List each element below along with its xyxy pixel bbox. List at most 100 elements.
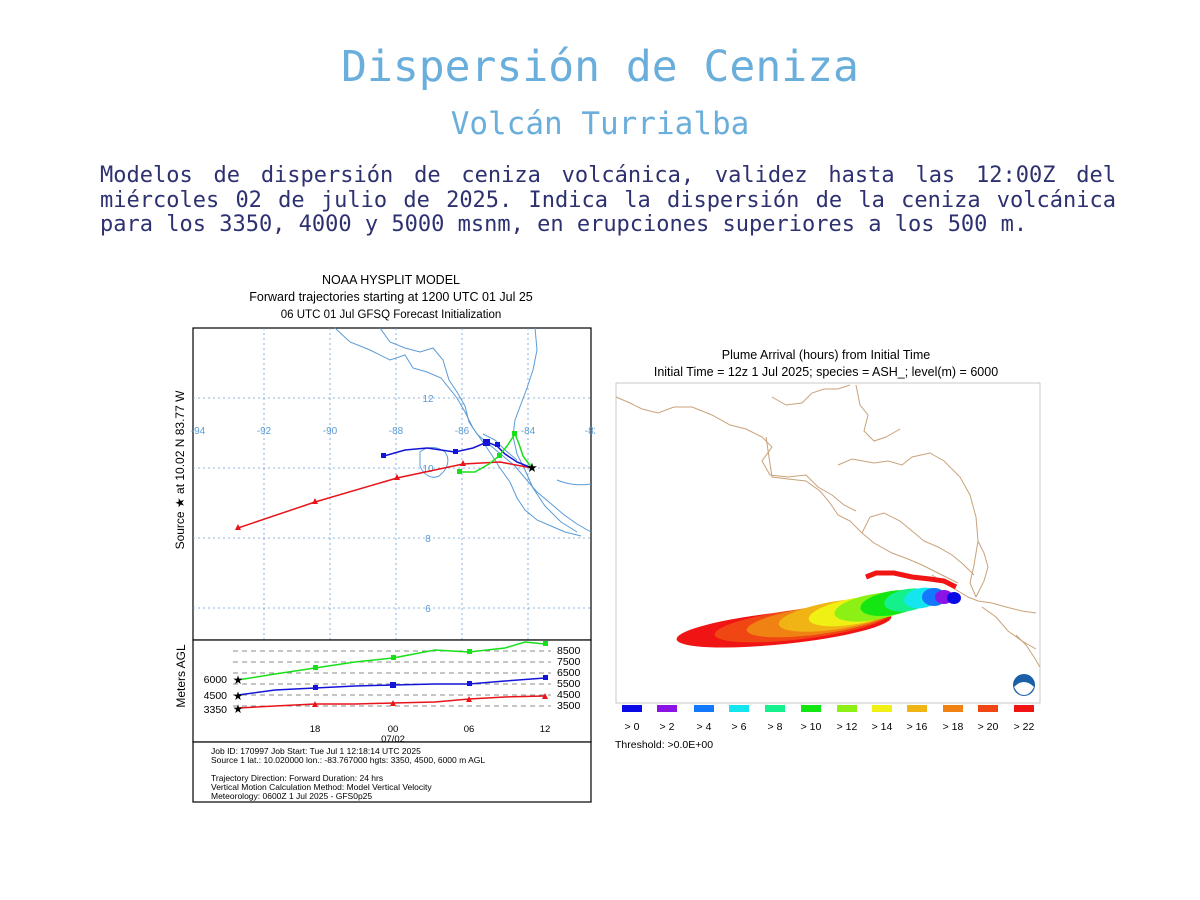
legend-label: > 2 bbox=[660, 721, 675, 733]
lon-label: -90 bbox=[323, 426, 338, 437]
description-paragraph: Modelos de dispersión de ceniza volcánic… bbox=[100, 163, 1116, 237]
trajectory-red bbox=[237, 461, 533, 529]
legend-label: > 4 bbox=[697, 721, 712, 733]
star-icon: ★ bbox=[233, 702, 244, 716]
height-marker bbox=[313, 685, 318, 690]
legend-swatch bbox=[657, 705, 677, 712]
date-label: 07/02 bbox=[381, 734, 405, 745]
plume-title-1: Plume Arrival (hours) from Initial Time bbox=[722, 348, 930, 362]
longitude-labels: -94 -92 -90 -88 -86 -84 -82 bbox=[191, 426, 595, 437]
noaa-logo-icon bbox=[1011, 672, 1037, 698]
legend-swatch bbox=[943, 705, 963, 712]
lon-label: -84 bbox=[521, 426, 536, 437]
page-subtitle: Volcán Turrialba bbox=[450, 106, 750, 142]
time-label: 18 bbox=[310, 724, 321, 735]
height-tick: 8500 bbox=[557, 645, 581, 657]
height-marker bbox=[543, 675, 548, 680]
map-grid bbox=[193, 328, 591, 640]
job-info-box: Job ID: 170997 Job Start: Tue Jul 1 12:1… bbox=[192, 741, 592, 803]
start-height: 4500 bbox=[204, 690, 228, 702]
height-axis-label: Meters AGL bbox=[174, 644, 188, 708]
height-marker bbox=[391, 655, 396, 660]
legend-swatch bbox=[1014, 705, 1034, 712]
height-marker bbox=[466, 696, 472, 702]
legend-label: > 16 bbox=[907, 721, 928, 733]
page-title: Dispersión de Ceniza bbox=[341, 42, 859, 92]
source-star-icon: ★ bbox=[526, 460, 538, 475]
height-marker bbox=[543, 641, 548, 646]
star-icon: ★ bbox=[233, 673, 244, 687]
time-label: 00 bbox=[388, 724, 399, 735]
legend-label: > 18 bbox=[943, 721, 964, 733]
latitude-labels: 12 10 8 6 bbox=[422, 394, 434, 615]
legend-swatch bbox=[801, 705, 821, 712]
start-height: 6000 bbox=[204, 674, 228, 686]
height-marker bbox=[542, 693, 548, 699]
lat-label: 12 bbox=[422, 394, 434, 405]
height-marker bbox=[467, 681, 472, 686]
height-marker bbox=[390, 700, 396, 706]
time-label: 06 bbox=[464, 724, 475, 735]
legend-swatch bbox=[694, 705, 714, 712]
trajectory-green-markers bbox=[457, 431, 517, 474]
info-line: Vertical Motion Calculation Method: Mode… bbox=[211, 782, 432, 792]
info-line: Source 1 lat.: 10.020000 lon.: -83.76700… bbox=[211, 755, 485, 765]
trajectory-title-3: 06 UTC 01 Jul GFSQ Forecast Initializati… bbox=[281, 309, 502, 321]
legend-swatch bbox=[872, 705, 892, 712]
trajectory-map: -94 -92 -90 -88 -86 -84 -82 12 10 8 6 ★ bbox=[191, 327, 595, 641]
height-marker bbox=[390, 682, 396, 688]
star-icon: ★ bbox=[233, 689, 244, 703]
info-line: Job ID: 170997 Job Start: Tue Jul 1 12:1… bbox=[211, 746, 421, 756]
time-label: 12 bbox=[540, 724, 551, 735]
lon-label: -82 bbox=[585, 426, 595, 437]
height-tick: 6500 bbox=[557, 667, 581, 679]
height-marker bbox=[313, 665, 318, 670]
lon-label: -88 bbox=[389, 426, 404, 437]
height-marker bbox=[312, 701, 318, 707]
plume-figure: Plume Arrival (hours) from Initial Time … bbox=[615, 348, 1041, 751]
legend-swatch bbox=[837, 705, 857, 712]
legend-swatch bbox=[907, 705, 927, 712]
trajectory-title-2: Forward trajectories starting at 1200 UT… bbox=[249, 290, 533, 304]
legend-label: > 10 bbox=[801, 721, 822, 733]
height-tick: 3500 bbox=[557, 700, 581, 712]
threshold-label: Threshold: >0.0E+00 bbox=[615, 739, 713, 751]
plume-title-2: Initial Time = 12z 1 Jul 2025; species =… bbox=[654, 365, 998, 379]
ash-plume bbox=[676, 570, 961, 648]
legend-label: > 22 bbox=[1014, 721, 1035, 733]
start-height: 3350 bbox=[204, 704, 228, 716]
legend-label: > 6 bbox=[732, 721, 747, 733]
legend-swatch bbox=[765, 705, 785, 712]
lon-label: -86 bbox=[455, 426, 470, 437]
source-label: Source ★ at 10.02 N 83.77 W bbox=[173, 390, 187, 550]
legend-label: > 0 bbox=[625, 721, 640, 733]
legend-swatch bbox=[729, 705, 749, 712]
legend-swatch bbox=[622, 705, 642, 712]
lat-label: 6 bbox=[425, 604, 431, 615]
lon-label: -92 bbox=[257, 426, 272, 437]
height-tick: 4500 bbox=[557, 689, 581, 701]
legend-label: > 8 bbox=[768, 721, 783, 733]
info-line: Meteorology: 0600Z 1 Jul 2025 - GFS0p25 bbox=[211, 791, 372, 801]
trajectory-green bbox=[459, 432, 533, 473]
trajectory-red-markers bbox=[235, 460, 466, 530]
trajectory-blue bbox=[383, 441, 533, 469]
legend-swatch bbox=[978, 705, 998, 712]
height-panel: ★ ★ ★ 8500 7500 6500 5500 4500 3500 6000… bbox=[192, 639, 592, 745]
height-marker bbox=[467, 649, 472, 654]
legend-label: > 14 bbox=[872, 721, 893, 733]
height-tick: 5500 bbox=[557, 678, 581, 690]
plume-legend: > 0 > 2 > 4 > 6 > 8 > 10 > 12 > 14 > 16 … bbox=[615, 705, 1035, 751]
legend-label: > 20 bbox=[978, 721, 999, 733]
legend-label: > 12 bbox=[837, 721, 858, 733]
trajectory-figure: NOAA HYSPLIT MODEL Forward trajectories … bbox=[173, 273, 595, 803]
trajectory-title-1: NOAA HYSPLIT MODEL bbox=[322, 273, 460, 287]
lon-label: -94 bbox=[191, 426, 206, 437]
height-tick: 7500 bbox=[557, 656, 581, 668]
plume-map bbox=[615, 382, 1041, 704]
height-gridlines bbox=[233, 650, 551, 707]
lat-label: 10 bbox=[422, 464, 434, 475]
lat-label: 8 bbox=[425, 534, 431, 545]
trajectory-blue-markers bbox=[381, 439, 500, 458]
height-green bbox=[237, 641, 546, 681]
